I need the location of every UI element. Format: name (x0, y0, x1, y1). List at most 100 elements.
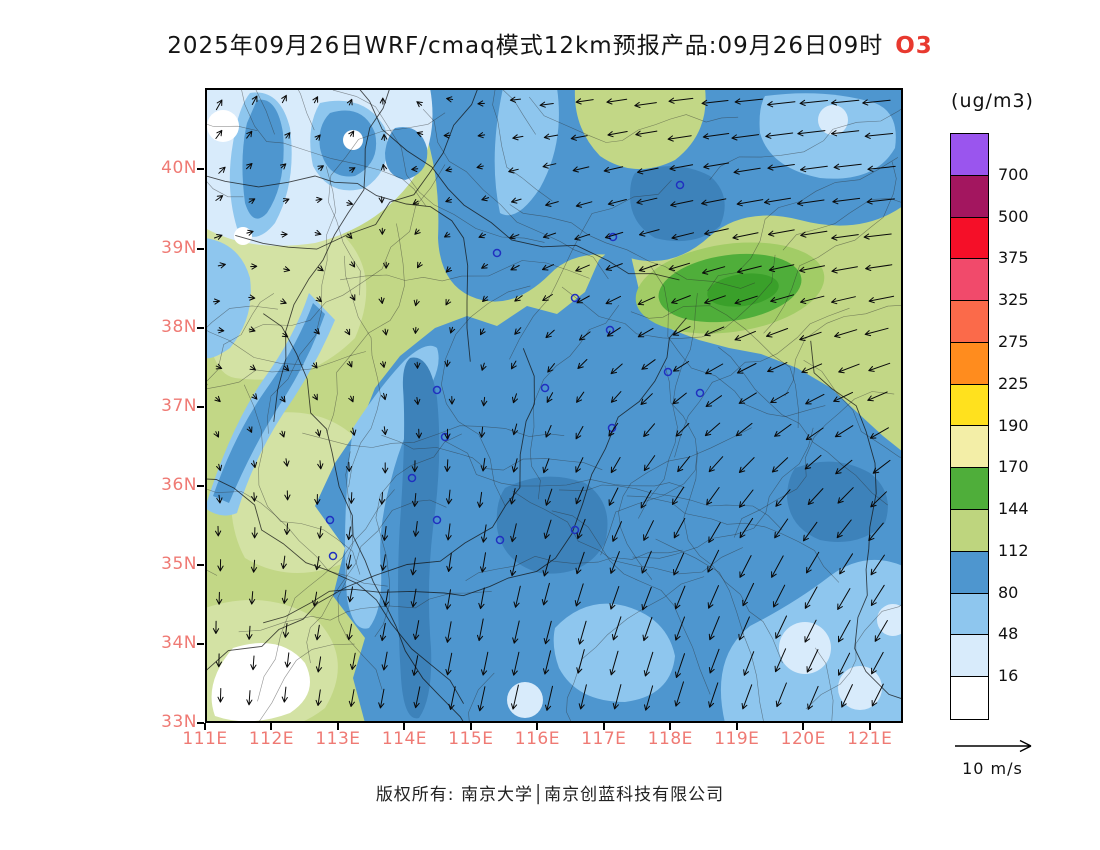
boundary-line (782, 198, 903, 251)
boundary-line (468, 672, 495, 723)
colorbar-cell (951, 384, 988, 427)
boundary-line (381, 434, 603, 471)
city-marker (695, 388, 705, 398)
lon-tick (403, 723, 406, 730)
lon-label: 112E (248, 729, 295, 749)
concentration-region (207, 110, 239, 142)
boundary-line (566, 576, 705, 723)
boundary-line (257, 489, 395, 702)
lon-label: 115E (448, 729, 494, 749)
colorbar-level-label: 170 (998, 457, 1029, 477)
boundary-line (302, 425, 565, 448)
colorbar-cell (951, 301, 988, 343)
city-marker (407, 473, 417, 483)
boundary-line (529, 304, 620, 500)
city-marker (605, 325, 615, 335)
lon-tick (204, 723, 206, 730)
boundary-line (205, 175, 471, 362)
boundary-line (248, 164, 446, 332)
boundary-line (630, 305, 799, 429)
boundary-line (205, 478, 464, 704)
lon-label: 119E (714, 729, 760, 749)
colorbar-level-label: 48 (998, 624, 1019, 644)
boundary-line (492, 88, 553, 202)
boundary-line (814, 647, 834, 723)
city-marker (675, 180, 685, 190)
boundary-line (205, 329, 304, 366)
boundary-line (374, 433, 462, 637)
lon-tick (536, 723, 539, 730)
boundary-line (332, 89, 545, 243)
lat-tick (197, 247, 204, 250)
lon-label: 116E (514, 729, 560, 749)
lon-tick (735, 723, 738, 730)
boundary-line (674, 307, 850, 458)
city-marker (540, 383, 550, 393)
colorbar-level-label: 225 (998, 373, 1029, 393)
city-marker (328, 551, 338, 561)
boundary-line (205, 305, 278, 330)
city-marker (325, 515, 335, 525)
lat-tick (197, 642, 204, 645)
city-marker (432, 515, 442, 525)
boundary-line (254, 88, 275, 135)
colorbar-level-label: 700 (998, 164, 1029, 184)
concentration-region (574, 88, 706, 170)
colorbar-level-label: 275 (998, 331, 1029, 351)
wind-scale-arrow-icon (955, 739, 1032, 753)
wind-scale: 10 m/s (935, 733, 1050, 778)
boundary-line (810, 340, 903, 700)
boundary-line (632, 427, 814, 559)
lon-label: 120E (780, 729, 826, 749)
colorbar-level-label: 112 (998, 540, 1029, 560)
concentration-region (398, 357, 440, 719)
lat-label: 38N (161, 316, 197, 337)
concentration-region (779, 622, 831, 674)
lon-label: 121E (847, 729, 893, 749)
lon-tick (868, 723, 871, 730)
lon-label: 114E (381, 729, 428, 749)
boundary-line (805, 602, 903, 710)
colorbar-level-label: 375 (998, 248, 1029, 268)
city-marker (492, 248, 502, 258)
boundary-line (444, 440, 686, 488)
map-frame (205, 88, 903, 723)
lon-label: 118E (647, 729, 693, 749)
colorbar-cell (951, 426, 988, 469)
boundary-line (422, 108, 609, 280)
boundary-line (296, 88, 315, 131)
colorbar-cell (951, 677, 988, 719)
title-text: 2025年09月26日WRF/cmaq模式12km预报产品:09月26日09时 (167, 33, 884, 59)
lat-label: 35N (161, 553, 197, 574)
boundary-line (683, 451, 783, 664)
colorbar-unit-label: (ug/m3) (951, 90, 1034, 112)
city-marker (432, 385, 442, 395)
colorbar-cell (951, 551, 988, 594)
lat-label: 40N (161, 158, 197, 179)
colorbar-cell (951, 175, 988, 218)
wind-scale-label: 10 m/s (962, 759, 1023, 778)
boundary-line (240, 88, 427, 207)
lat-tick (197, 326, 204, 329)
city-marker (570, 293, 580, 303)
lat-tick (197, 722, 204, 724)
wind-vectors (212, 94, 896, 712)
concentration-region (345, 345, 439, 629)
boundary-line (655, 538, 765, 723)
lon-tick (270, 723, 273, 730)
boundary-line (763, 161, 897, 334)
boundary-line (263, 313, 465, 723)
colorbar-level-label: 144 (998, 499, 1029, 519)
boundary-line (803, 359, 903, 458)
boundary-line (205, 123, 258, 131)
boundary-line (551, 510, 711, 695)
boundary-line (561, 254, 776, 339)
boundary-line (205, 488, 388, 587)
colorbar-cell (951, 217, 988, 260)
boundary-line (337, 451, 383, 690)
forecast-map (205, 88, 903, 723)
colorbar-level-label: 325 (998, 290, 1029, 310)
boundary-line (600, 365, 698, 556)
city-marker (608, 232, 618, 242)
boundary-line (344, 255, 381, 488)
